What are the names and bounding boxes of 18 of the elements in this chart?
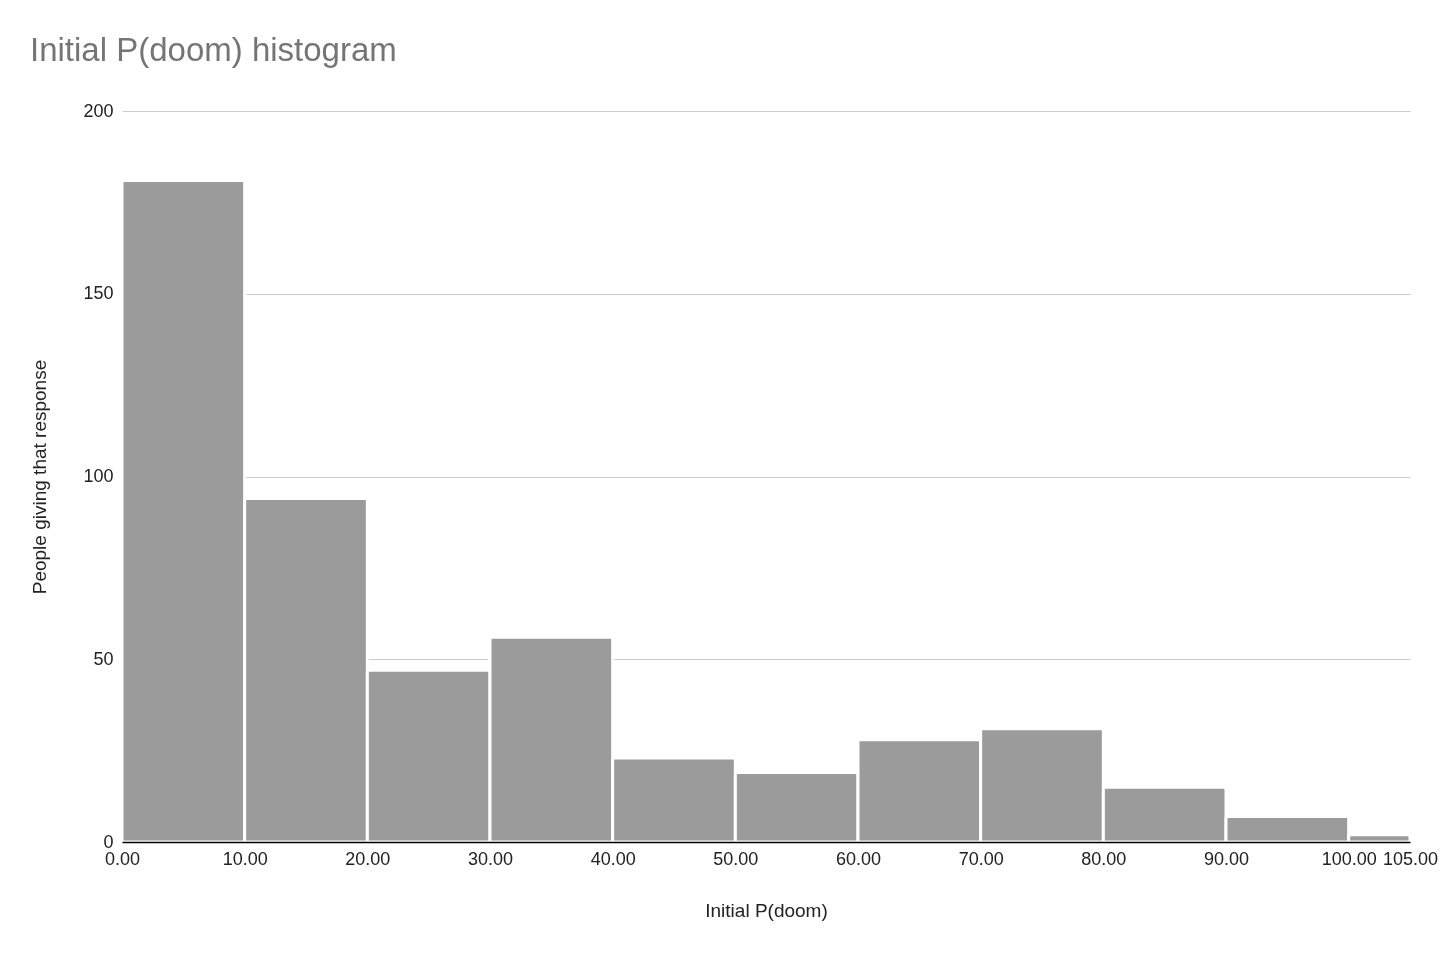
y-axis-title: People giving that response xyxy=(29,359,51,595)
x-tick-label: 90.00 xyxy=(1203,848,1250,869)
x-tick-label: 20.00 xyxy=(345,848,391,869)
chart-title: Initial P(doom) histogram xyxy=(30,31,397,68)
x-tick-label: 100.00 xyxy=(1321,848,1377,869)
x-tick-label: 50.00 xyxy=(713,848,759,869)
y-tick-label: 50 xyxy=(93,648,114,669)
x-tick-label: 70.00 xyxy=(958,848,1004,869)
x-tick-label: 40.00 xyxy=(590,848,636,869)
x-tick-label: 105.00 xyxy=(1382,848,1439,869)
x-tick-label: 60.00 xyxy=(835,848,882,869)
y-tick-label: 200 xyxy=(83,100,114,121)
x-tick-label: 80.00 xyxy=(1081,848,1127,869)
y-tick-label: 150 xyxy=(83,283,114,304)
x-tick-label: 30.00 xyxy=(467,848,514,869)
x-axis-title: Initial P(doom) xyxy=(705,899,828,921)
x-tick-label: 10.00 xyxy=(222,848,268,869)
y-tick-label: 100 xyxy=(83,466,114,486)
